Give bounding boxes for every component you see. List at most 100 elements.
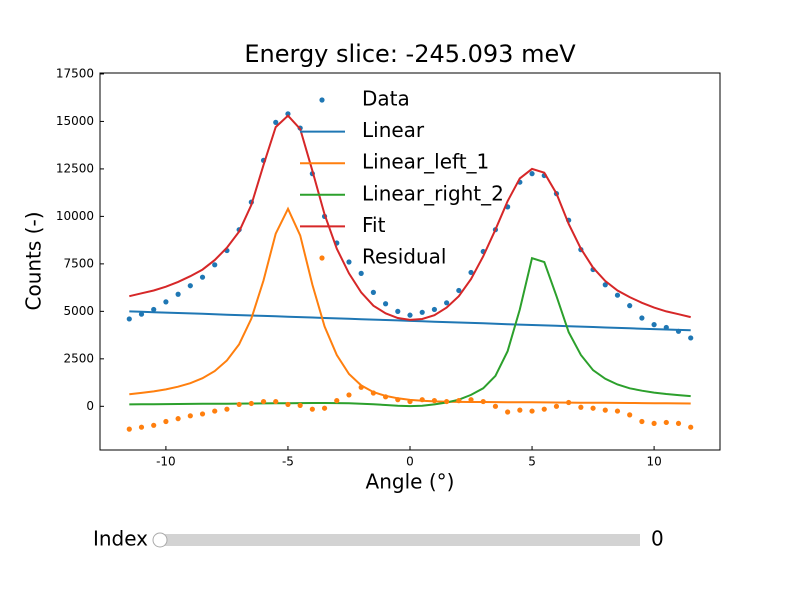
data-point [212,408,218,414]
data-point [126,316,132,322]
legend-marker [319,255,325,261]
data-point [419,309,425,315]
data-point [370,390,376,396]
data-point [358,384,364,390]
data-point [358,270,364,276]
data-point [627,412,633,418]
data-point [639,315,645,321]
data-point [651,420,657,427]
data-point [407,398,413,405]
y-tick-label: 7500 [63,256,94,270]
data-point [395,397,401,403]
data-point [151,306,157,313]
legend-label: Residual [362,245,446,269]
data-point [138,311,145,317]
data-point [517,407,523,413]
data-point [529,408,535,414]
y-tick-label: 15000 [56,114,94,128]
legend-label: Linear_left_1 [362,150,489,174]
data-point [431,398,438,404]
data-point [456,287,462,294]
data-point [480,398,486,405]
data-point [212,262,218,268]
y-tick-label: 12500 [56,161,94,175]
data-point [346,392,352,398]
data-point [602,407,608,413]
data-point [382,394,389,400]
data-point [236,401,242,408]
x-axis-label: Angle (°) [366,470,455,494]
y-tick-label: 2500 [63,351,94,365]
data-point [529,171,535,177]
data-point [407,312,413,318]
slider-label: Index [93,527,148,551]
data-point [492,403,499,409]
y-tick-label: 17500 [56,66,94,80]
data-point [260,398,267,405]
data-point [285,111,291,117]
data-point [444,398,450,405]
data-point [151,422,157,428]
slider-value: 0 [651,527,664,551]
y-tick-label: 0 [86,399,94,413]
data-point [126,426,132,432]
legend: Data Linear Linear_left_1 Linear_right_2 Fit… [300,87,504,269]
data-point [602,282,608,288]
y-tick-label: 5000 [63,304,94,318]
series-line [129,256,691,408]
data-point [346,259,352,265]
legend-label: Linear [362,118,425,142]
slider-track[interactable] [160,534,640,546]
data-point [675,420,682,427]
x-tick-label: 0 [406,455,414,469]
data-point [505,409,511,415]
data-point [541,406,547,412]
data-point [639,418,645,425]
data-point [138,424,145,430]
data-point [224,406,230,412]
data-point [688,335,694,341]
x-tick-label: -10 [156,455,176,469]
data-point [163,418,169,425]
data-point [199,274,206,280]
data-point [273,119,279,125]
data-point [651,322,657,328]
y-axis-label: Counts (-) [22,212,46,311]
legend-label: Data [362,87,410,111]
data-point [175,291,181,297]
data-point [431,306,438,313]
data-point [566,399,572,406]
data-point [688,424,694,430]
data-point [468,397,474,403]
x-tick-label: 10 [646,455,661,469]
data-point [199,411,206,417]
data-point [382,301,389,307]
legend-marker [319,97,325,103]
data-point [309,406,315,412]
data-point [285,401,291,408]
data-point [663,419,669,426]
x-tick-label: 5 [528,455,536,469]
data-point [468,269,474,276]
data-point [334,398,340,404]
legend-label: Fit [362,213,386,237]
slider-handle[interactable] [152,532,168,548]
data-point [456,398,462,404]
data-point [614,292,621,298]
data-point [370,289,376,295]
data-point [248,400,254,407]
data-point [627,303,633,309]
data-point [419,397,425,403]
plot-area [126,111,694,432]
data-point [590,405,596,411]
data-point [273,398,279,405]
data-point [614,408,621,414]
data-point [175,416,181,422]
legend-label: Linear_right_2 [362,181,504,205]
series-line [129,114,691,321]
data-point [444,300,450,306]
chart-title: Energy slice: -245.093 meV [244,40,576,68]
